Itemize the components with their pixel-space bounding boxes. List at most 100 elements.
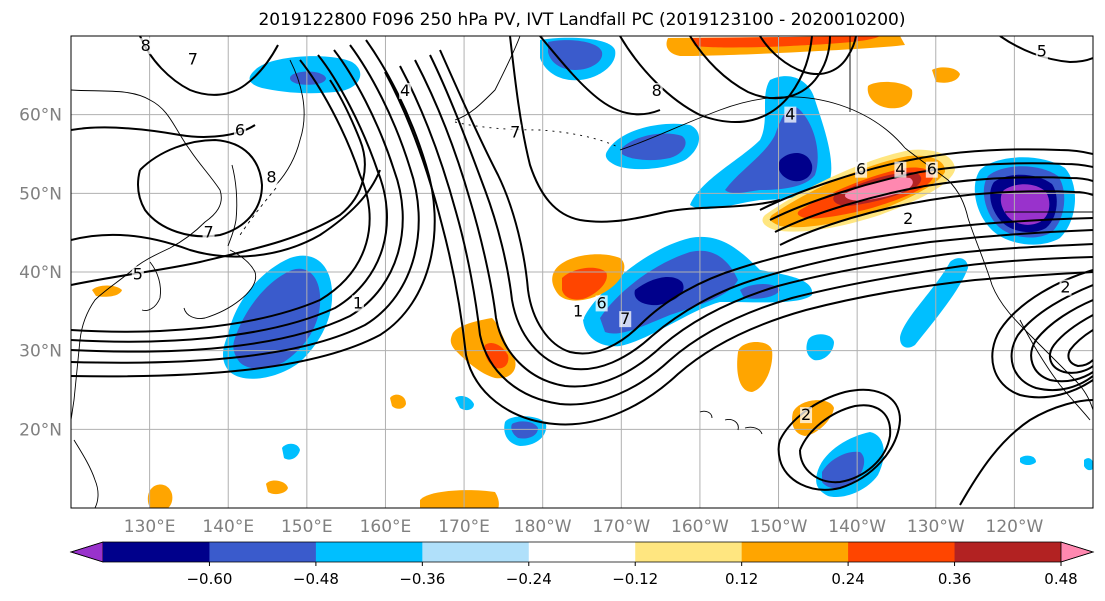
contour-label-bg [265, 169, 278, 186]
shade-positive-pink-nepac [844, 177, 913, 201]
shade-negative-dark-goa [778, 153, 813, 182]
contour-label-bg [186, 51, 199, 68]
coast-philippines [73, 439, 99, 508]
contour-label: 4 [895, 160, 905, 179]
contour-subtropical-loop2 [799, 404, 892, 484]
lon-label: 140°W [828, 517, 886, 537]
contour-ne-corner [999, 36, 1093, 64]
contour-label: 7 [510, 123, 520, 142]
lon-label: 150°W [750, 517, 808, 537]
contour-east-low-5 [1067, 329, 1093, 368]
contour-east-arc-3 [774, 176, 1093, 233]
contour-label: 6 [856, 160, 866, 179]
contour-label: 7 [203, 223, 213, 242]
contour-gulf-ridge-b [689, 36, 831, 100]
shade-negative-dark-central [634, 276, 684, 306]
contour-label-bg [894, 161, 907, 178]
contour-label: 2 [801, 405, 811, 424]
colorbar-outline [69, 541, 1095, 563]
contour-label-bg [234, 122, 247, 139]
contour-label-bg [1059, 279, 1072, 296]
contour-label: 1 [353, 293, 363, 312]
contour-label: 7 [188, 50, 198, 69]
contour-east-arc-1 [759, 148, 1093, 211]
contour-western-trough-1 [71, 59, 371, 333]
colorbar: −0.60 −0.48 −0.36 −0.24 −0.12 0.12 0.24 0.36 0.4… [69, 541, 1095, 588]
contour-label: 6 [597, 293, 607, 312]
colorbar-tick-label: −0.36 [399, 570, 445, 588]
contour-east-arc-2 [769, 162, 1093, 221]
colorbar-segment [848, 542, 956, 562]
contour-east-lower [959, 399, 1093, 506]
contour-label: 2 [903, 209, 913, 228]
contour-east-low-2 [1010, 284, 1093, 392]
contour-western-ridge-b [71, 79, 366, 286]
contour-label: 5 [1037, 42, 1047, 61]
lon-label: 130°E [124, 517, 176, 537]
colorbar-segment [528, 542, 636, 562]
shade-positive-bc2 [932, 67, 960, 83]
contour-east-low-1 [991, 269, 1093, 399]
contour-label-bg [131, 266, 144, 283]
shade-negative-mid-aleutian [622, 133, 686, 161]
coast-asia-mainland [71, 89, 222, 421]
colorbar-segment [954, 542, 1062, 562]
colorbar-extend-high [1060, 541, 1095, 563]
shade-negative-small6 [1084, 458, 1093, 471]
shade-positive-north-band-red [690, 36, 880, 48]
contour-east-low-3 [1030, 299, 1093, 383]
contour-central-5 [399, 65, 1093, 406]
contour-label: 7 [620, 309, 630, 328]
shade-positive-small3 [266, 480, 288, 495]
contour-label-bg [572, 303, 585, 320]
colorbar-extend-low [69, 541, 104, 563]
coast-kamchatka [275, 59, 305, 186]
contour-label: 4 [785, 105, 795, 124]
lon-label: 140°E [202, 517, 254, 537]
shade-negative-purple-westcoast [1000, 184, 1050, 225]
shade-positive-150w [737, 341, 773, 392]
colorbar-segment [103, 542, 210, 562]
contour-label: 8 [141, 36, 151, 55]
lon-label: 160°E [360, 517, 412, 537]
colorbar-segment [422, 542, 530, 562]
coast-aleutians [454, 121, 621, 149]
shade-positive-bc [867, 81, 913, 109]
contour-subtropical-loop [777, 388, 902, 491]
colorbar-tick-label: −0.24 [506, 570, 552, 588]
contour-east-low-4 [1048, 314, 1093, 374]
contour-gulf-ridge-c [759, 36, 857, 75]
colorbar-tick-label: 0.12 [725, 570, 758, 588]
coast-korea [141, 261, 161, 311]
contour-far-west-7 [139, 36, 279, 96]
contour-nw-loop [136, 138, 264, 238]
colorbar-tick-label: 0.36 [938, 570, 971, 588]
coast-hawaii [699, 410, 763, 435]
contour-western-trough-5 [71, 39, 436, 378]
contour-central-3 [429, 54, 1093, 371]
pv-contours [71, 36, 1093, 506]
coast-japan [183, 249, 257, 319]
contour-label: 6 [927, 160, 937, 179]
contour-label: 2 [1060, 278, 1070, 297]
contour-western-trough-3 [71, 49, 404, 353]
colorbar-tick-label: 0.48 [1044, 570, 1077, 588]
lat-label: 30°N [19, 342, 62, 362]
lat-label: 20°N [19, 420, 62, 440]
shade-negative-small5 [1020, 455, 1036, 465]
contour-western-ridge-a [71, 169, 381, 258]
contour-label-bg [509, 124, 522, 141]
contour-label: 1 [573, 301, 583, 320]
contour-central-2 [439, 49, 1093, 355]
contour-label-bg [855, 161, 868, 178]
contour-label: 6 [235, 120, 245, 139]
colorbar-segment [635, 542, 743, 562]
contour-central-6 [384, 71, 1093, 426]
shade-negative-west-stream [900, 258, 968, 348]
colorbar-tick-label: −0.12 [612, 570, 658, 588]
shade-positive-red-180 [562, 267, 607, 300]
shade-negative-140w-north [806, 334, 834, 361]
colorbar-segment [209, 542, 317, 562]
